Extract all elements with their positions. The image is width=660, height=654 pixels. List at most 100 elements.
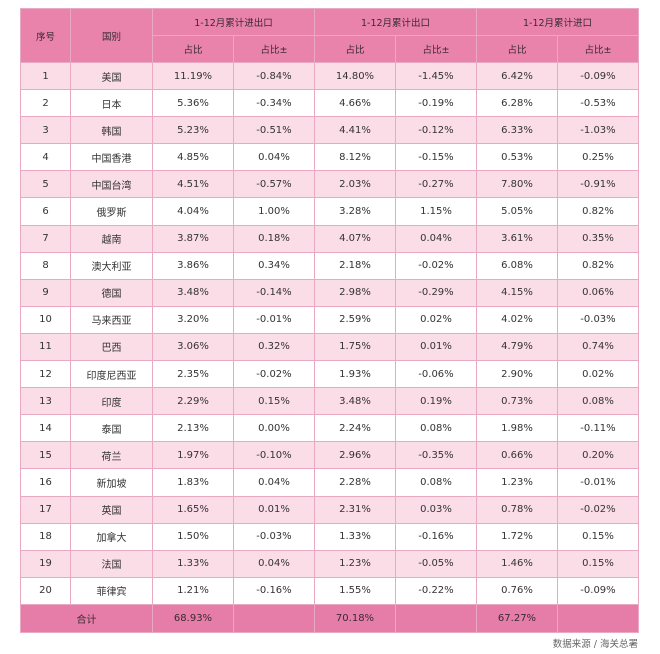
total-share-cell: 1.21% bbox=[152, 576, 234, 605]
total-share-cell: 11.19% bbox=[152, 61, 234, 91]
country-cell: 越南 bbox=[70, 224, 153, 253]
country-cell: 英国 bbox=[70, 495, 153, 524]
total-share-cell: 1.33% bbox=[152, 549, 234, 578]
export-share-cell: 3.48% bbox=[314, 387, 396, 416]
country-cell: 日本 bbox=[70, 89, 153, 118]
table-row: 14 泰国 2.13% 0.00% 2.24% 0.08% 1.98% -0.11% bbox=[20, 414, 639, 443]
table-row: 13 印度 2.29% 0.15% 3.48% 0.19% 0.73% 0.08% bbox=[20, 387, 639, 416]
table-row: 5 中国台湾 4.51% -0.57% 2.03% -0.27% 7.80% -0.91% bbox=[20, 170, 639, 199]
export-share-cell: 1.23% bbox=[314, 549, 396, 578]
table-row: 4 中国香港 4.85% 0.04% 8.12% -0.15% 0.53% 0.25% bbox=[20, 143, 639, 172]
country-cell: 新加坡 bbox=[70, 468, 153, 497]
export-share-cell: 8.12% bbox=[314, 143, 396, 172]
table-row: 11 巴西 3.06% 0.32% 1.75% 0.01% 4.79% 0.74% bbox=[20, 332, 639, 362]
total-share-cell: 3.06% bbox=[152, 332, 234, 362]
import-share-cell: 4.15% bbox=[476, 278, 558, 307]
total-share-cell: 4.04% bbox=[152, 197, 234, 226]
total-share-change-cell: -0.02% bbox=[233, 360, 315, 389]
total-share-cell: 1.50% bbox=[152, 522, 234, 551]
export-share-cell: 14.80% bbox=[314, 61, 396, 91]
total-share-change-cell: 1.00% bbox=[233, 197, 315, 226]
export-share-cell: 4.41% bbox=[314, 116, 396, 145]
index-cell: 14 bbox=[20, 414, 71, 443]
export-share-cell: 2.18% bbox=[314, 251, 396, 280]
total-share-change-cell: 0.04% bbox=[233, 468, 315, 497]
country-cell: 俄罗斯 bbox=[70, 197, 153, 226]
header-share-change: 占比± bbox=[557, 35, 639, 63]
export-share-change-cell: 0.08% bbox=[395, 468, 477, 497]
table-row: 12 印度尼西亚 2.35% -0.02% 1.93% -0.06% 2.90% 0.02% bbox=[20, 360, 639, 389]
total-share-change-cell: -0.14% bbox=[233, 278, 315, 307]
import-share-cell: 3.61% bbox=[476, 224, 558, 253]
index-cell: 6 bbox=[20, 197, 71, 226]
country-cell: 印度尼西亚 bbox=[70, 360, 153, 389]
export-share-cell: 2.59% bbox=[314, 305, 396, 334]
export-share-change-cell: -0.35% bbox=[395, 441, 477, 470]
table-body: 1 美国 11.19% -0.84% 14.80% -1.45% 6.42% -0.09% 2 日… bbox=[20, 61, 639, 605]
import-share-change-cell: -0.02% bbox=[557, 495, 639, 524]
total-share-change-cell: -0.84% bbox=[233, 61, 315, 91]
import-share-cell: 6.28% bbox=[476, 89, 558, 118]
import-share-cell: 1.98% bbox=[476, 414, 558, 443]
index-cell: 5 bbox=[20, 170, 71, 199]
import-share-change-cell: -1.03% bbox=[557, 116, 639, 145]
table-row: 9 德国 3.48% -0.14% 2.98% -0.29% 4.15% 0.06% bbox=[20, 278, 639, 307]
index-cell: 8 bbox=[20, 251, 71, 280]
header-index: 序号 bbox=[20, 8, 71, 63]
total-share-change-cell: -0.03% bbox=[233, 522, 315, 551]
header-country: 国别 bbox=[70, 8, 153, 63]
export-share-change-cell: 0.04% bbox=[395, 224, 477, 253]
country-cell: 澳大利亚 bbox=[70, 251, 153, 280]
header-export: 1-12月累计出口 bbox=[314, 8, 477, 36]
header-total: 1-12月累计进出口 bbox=[152, 8, 315, 36]
total-row: 合计 68.93% 70.18% 67.27% bbox=[20, 603, 639, 633]
index-cell: 10 bbox=[20, 305, 71, 334]
country-cell: 美国 bbox=[70, 61, 153, 91]
header-import: 1-12月累计进口 bbox=[476, 8, 639, 36]
total-share-change-cell: -0.51% bbox=[233, 116, 315, 145]
index-cell: 12 bbox=[20, 360, 71, 389]
export-share-change-cell: -0.29% bbox=[395, 278, 477, 307]
index-cell: 13 bbox=[20, 387, 71, 416]
table-row: 19 法国 1.33% 0.04% 1.23% -0.05% 1.46% 0.15% bbox=[20, 549, 639, 578]
import-share-cell: 0.73% bbox=[476, 387, 558, 416]
total-share-change-cell: -0.10% bbox=[233, 441, 315, 470]
table-row: 17 英国 1.65% 0.01% 2.31% 0.03% 0.78% -0.02% bbox=[20, 495, 639, 524]
country-cell: 法国 bbox=[70, 549, 153, 578]
import-share-change-cell: 0.35% bbox=[557, 224, 639, 253]
header-share-change: 占比± bbox=[395, 35, 477, 63]
export-share-change-cell: -0.12% bbox=[395, 116, 477, 145]
country-cell: 中国香港 bbox=[70, 143, 153, 172]
import-share-change-cell: -0.91% bbox=[557, 170, 639, 199]
import-share-cell: 0.66% bbox=[476, 441, 558, 470]
total-share-change-cell: -0.57% bbox=[233, 170, 315, 199]
index-cell: 16 bbox=[20, 468, 71, 497]
import-share-cell: 1.72% bbox=[476, 522, 558, 551]
import-share-cell: 6.42% bbox=[476, 61, 558, 91]
export-share-cell: 4.07% bbox=[314, 224, 396, 253]
export-share-change-cell: 0.01% bbox=[395, 332, 477, 362]
import-share-cell: 6.33% bbox=[476, 116, 558, 145]
total-share-change-cell: -0.01% bbox=[233, 305, 315, 334]
index-cell: 17 bbox=[20, 495, 71, 524]
export-share-cell: 1.33% bbox=[314, 522, 396, 551]
export-share-change-cell: -0.06% bbox=[395, 360, 477, 389]
export-share-change-cell: 1.15% bbox=[395, 197, 477, 226]
export-share-change-cell: -0.15% bbox=[395, 143, 477, 172]
index-cell: 1 bbox=[20, 61, 71, 91]
country-cell: 马来西亚 bbox=[70, 305, 153, 334]
import-share-change-cell: 0.15% bbox=[557, 522, 639, 551]
trade-share-table: 序号 国别 1-12月累计进出口 1-12月累计出口 1-12月累计进口 占比 … bbox=[20, 8, 639, 633]
data-source: 数据来源 / 海关总署 bbox=[552, 639, 638, 650]
total-share-cell: 3.20% bbox=[152, 305, 234, 334]
country-cell: 印度 bbox=[70, 387, 153, 416]
table-row: 16 新加坡 1.83% 0.04% 2.28% 0.08% 1.23% -0.01% bbox=[20, 468, 639, 497]
table-row: 2 日本 5.36% -0.34% 4.66% -0.19% 6.28% -0.53% bbox=[20, 89, 639, 118]
table-row: 8 澳大利亚 3.86% 0.34% 2.18% -0.02% 6.08% 0.82% bbox=[20, 251, 639, 280]
country-cell: 中国台湾 bbox=[70, 170, 153, 199]
index-cell: 11 bbox=[20, 332, 71, 362]
import-share-change-cell: 0.15% bbox=[557, 549, 639, 578]
table-row: 18 加拿大 1.50% -0.03% 1.33% -0.16% 1.72% 0.15% bbox=[20, 522, 639, 551]
export-share-change-cell: 0.19% bbox=[395, 387, 477, 416]
total-share-cell: 3.86% bbox=[152, 251, 234, 280]
